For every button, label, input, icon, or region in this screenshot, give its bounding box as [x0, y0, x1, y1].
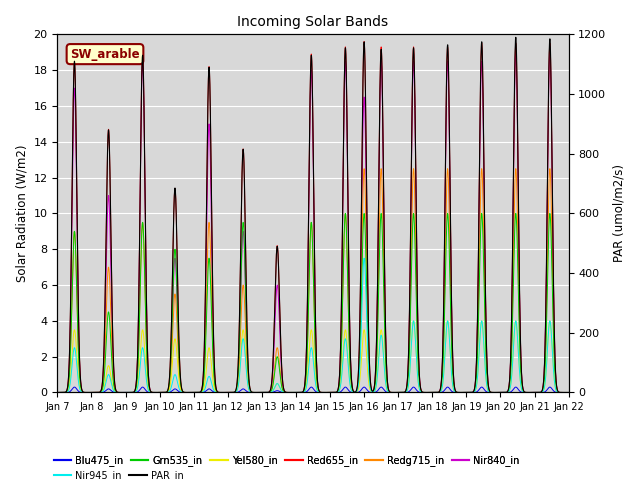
Legend: Blu475_in, Grn535_in, Yel580_in, Red655_in, Redg715_in, Nir840_in: Blu475_in, Grn535_in, Yel580_in, Red655_… [50, 452, 524, 470]
Text: SW_arable: SW_arable [70, 48, 140, 60]
Y-axis label: PAR (umol/m2/s): PAR (umol/m2/s) [612, 165, 625, 263]
Y-axis label: Solar Radiation (W/m2): Solar Radiation (W/m2) [15, 144, 28, 282]
Title: Incoming Solar Bands: Incoming Solar Bands [237, 15, 388, 29]
Legend: Nir945_in, PAR_in: Nir945_in, PAR_in [50, 466, 188, 480]
